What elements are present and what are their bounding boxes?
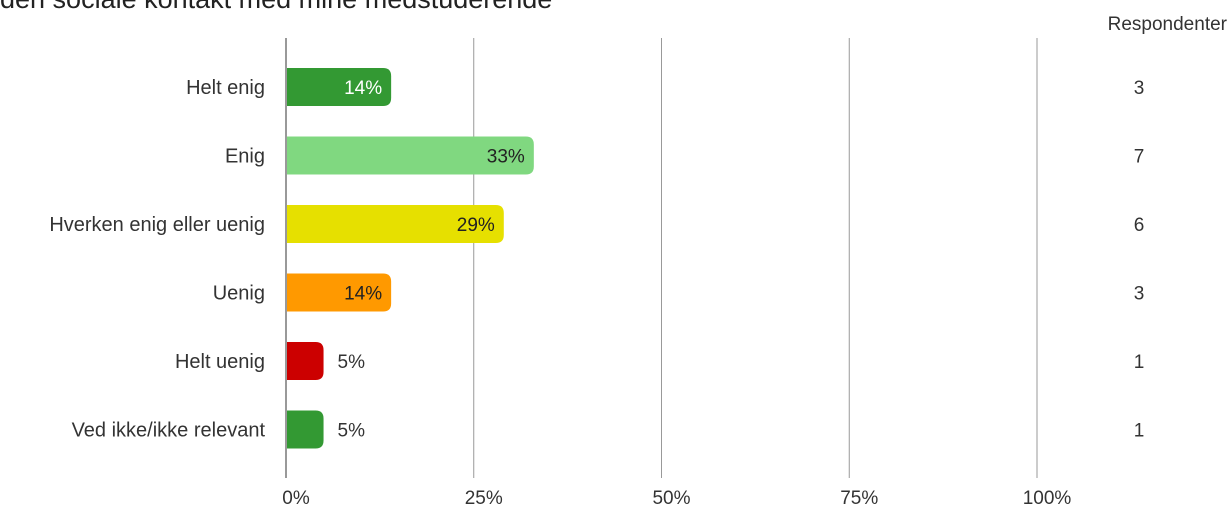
data-label: 5% <box>338 352 366 373</box>
respondent-count: 1 <box>1134 352 1145 373</box>
data-label: 14% <box>344 284 382 305</box>
bar <box>286 68 392 106</box>
category-label: Enig <box>225 146 265 168</box>
x-tick-label: 50% <box>652 488 690 509</box>
respondent-count: 6 <box>1134 215 1145 236</box>
category-label: Uenig <box>213 283 265 305</box>
category-label: Helt uenig <box>175 351 265 373</box>
x-tick-label: 0% <box>282 488 310 509</box>
bar <box>286 273 392 312</box>
bar <box>286 410 324 449</box>
chart-title: den sociale kontakt med mine medstuderen… <box>0 0 552 16</box>
data-label: 14% <box>344 78 382 99</box>
data-label: 29% <box>457 215 495 236</box>
bar <box>286 342 324 380</box>
data-label: 5% <box>338 421 366 442</box>
respondent-count: 1 <box>1134 421 1145 442</box>
bar <box>286 136 534 175</box>
category-label: Hverken enig eller uenig <box>49 214 265 236</box>
x-tick-label: 25% <box>465 488 503 509</box>
respondent-count: 7 <box>1134 147 1145 168</box>
respondent-count: 3 <box>1134 284 1145 305</box>
data-label: 33% <box>487 147 525 168</box>
bar <box>286 205 504 243</box>
category-label: Ved ikke/ikke relevant <box>72 420 266 442</box>
x-tick-label: 75% <box>840 488 878 509</box>
respondents-header: Respondenter <box>1107 14 1227 35</box>
category-label: Helt enig <box>186 77 265 99</box>
respondent-count: 3 <box>1134 78 1145 99</box>
x-tick-label: 100% <box>1023 488 1072 509</box>
